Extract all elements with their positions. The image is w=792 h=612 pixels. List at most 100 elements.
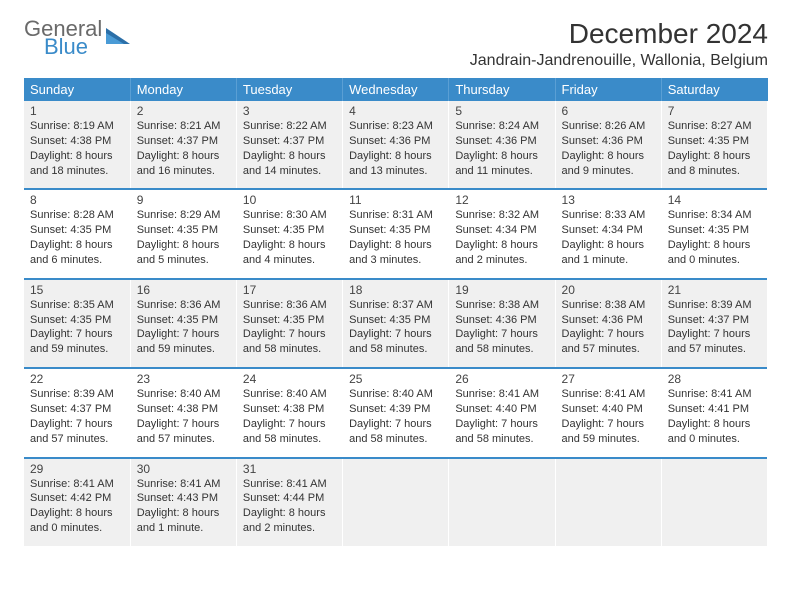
day-info: Sunrise: 8:40 AMSunset: 4:38 PMDaylight:… xyxy=(243,387,336,446)
day-number: 16 xyxy=(137,283,230,297)
day-info: Sunrise: 8:31 AMSunset: 4:35 PMDaylight:… xyxy=(349,208,442,267)
calendar-day-cell xyxy=(343,459,449,546)
calendar-day-cell: 20Sunrise: 8:38 AMSunset: 4:36 PMDayligh… xyxy=(555,280,661,367)
day-number: 5 xyxy=(455,104,548,118)
day-info: Sunrise: 8:41 AMSunset: 4:43 PMDaylight:… xyxy=(137,477,230,536)
day-info: Sunrise: 8:23 AMSunset: 4:36 PMDaylight:… xyxy=(349,119,442,178)
calendar-day-cell: 31Sunrise: 8:41 AMSunset: 4:44 PMDayligh… xyxy=(236,459,342,546)
day-info: Sunrise: 8:34 AMSunset: 4:35 PMDaylight:… xyxy=(668,208,761,267)
calendar-week-row: 15Sunrise: 8:35 AMSunset: 4:35 PMDayligh… xyxy=(24,280,768,367)
day-info: Sunrise: 8:39 AMSunset: 4:37 PMDaylight:… xyxy=(30,387,124,446)
calendar-day-cell xyxy=(661,459,767,546)
day-info: Sunrise: 8:38 AMSunset: 4:36 PMDaylight:… xyxy=(562,298,655,357)
calendar-body: 1Sunrise: 8:19 AMSunset: 4:38 PMDaylight… xyxy=(24,101,768,546)
day-number: 6 xyxy=(562,104,655,118)
calendar-day-cell: 26Sunrise: 8:41 AMSunset: 4:40 PMDayligh… xyxy=(449,369,555,456)
location-subtitle: Jandrain-Jandrenouille, Wallonia, Belgiu… xyxy=(470,52,768,70)
day-info: Sunrise: 8:41 AMSunset: 4:41 PMDaylight:… xyxy=(668,387,761,446)
day-info: Sunrise: 8:41 AMSunset: 4:42 PMDaylight:… xyxy=(30,477,124,536)
day-info: Sunrise: 8:19 AMSunset: 4:38 PMDaylight:… xyxy=(30,119,124,178)
calendar-day-cell: 13Sunrise: 8:33 AMSunset: 4:34 PMDayligh… xyxy=(555,190,661,277)
page-header: General Blue December 2024 Jandrain-Jand… xyxy=(24,18,768,70)
day-number: 27 xyxy=(562,372,655,386)
day-info: Sunrise: 8:30 AMSunset: 4:35 PMDaylight:… xyxy=(243,208,336,267)
day-number: 21 xyxy=(668,283,761,297)
day-number: 14 xyxy=(668,193,761,207)
calendar-day-cell: 2Sunrise: 8:21 AMSunset: 4:37 PMDaylight… xyxy=(130,101,236,188)
day-number: 10 xyxy=(243,193,336,207)
calendar-week-row: 22Sunrise: 8:39 AMSunset: 4:37 PMDayligh… xyxy=(24,369,768,456)
calendar-day-cell: 8Sunrise: 8:28 AMSunset: 4:35 PMDaylight… xyxy=(24,190,130,277)
day-info: Sunrise: 8:28 AMSunset: 4:35 PMDaylight:… xyxy=(30,208,124,267)
month-title: December 2024 xyxy=(470,18,768,50)
calendar-day-cell: 17Sunrise: 8:36 AMSunset: 4:35 PMDayligh… xyxy=(236,280,342,367)
weekday-header: Thursday xyxy=(449,78,555,101)
calendar-day-cell: 3Sunrise: 8:22 AMSunset: 4:37 PMDaylight… xyxy=(236,101,342,188)
calendar-day-cell: 12Sunrise: 8:32 AMSunset: 4:34 PMDayligh… xyxy=(449,190,555,277)
calendar-day-cell xyxy=(449,459,555,546)
calendar-day-cell: 24Sunrise: 8:40 AMSunset: 4:38 PMDayligh… xyxy=(236,369,342,456)
day-info: Sunrise: 8:29 AMSunset: 4:35 PMDaylight:… xyxy=(137,208,230,267)
day-number: 19 xyxy=(455,283,548,297)
calendar-day-cell: 11Sunrise: 8:31 AMSunset: 4:35 PMDayligh… xyxy=(343,190,449,277)
day-info: Sunrise: 8:40 AMSunset: 4:39 PMDaylight:… xyxy=(349,387,442,446)
day-number: 2 xyxy=(137,104,230,118)
day-info: Sunrise: 8:27 AMSunset: 4:35 PMDaylight:… xyxy=(668,119,761,178)
day-number: 31 xyxy=(243,462,336,476)
calendar-day-cell: 1Sunrise: 8:19 AMSunset: 4:38 PMDaylight… xyxy=(24,101,130,188)
day-number: 8 xyxy=(30,193,124,207)
weekday-header-row: Sunday Monday Tuesday Wednesday Thursday… xyxy=(24,78,768,101)
day-number: 22 xyxy=(30,372,124,386)
calendar-week-row: 1Sunrise: 8:19 AMSunset: 4:38 PMDaylight… xyxy=(24,101,768,188)
calendar-day-cell: 6Sunrise: 8:26 AMSunset: 4:36 PMDaylight… xyxy=(555,101,661,188)
day-number: 3 xyxy=(243,104,336,118)
day-number: 23 xyxy=(137,372,230,386)
day-info: Sunrise: 8:35 AMSunset: 4:35 PMDaylight:… xyxy=(30,298,124,357)
calendar-week-row: 29Sunrise: 8:41 AMSunset: 4:42 PMDayligh… xyxy=(24,459,768,546)
brand-flag-icon xyxy=(106,24,132,51)
calendar-day-cell: 16Sunrise: 8:36 AMSunset: 4:35 PMDayligh… xyxy=(130,280,236,367)
day-number: 26 xyxy=(455,372,548,386)
weekday-header: Tuesday xyxy=(236,78,342,101)
day-number: 28 xyxy=(668,372,761,386)
day-info: Sunrise: 8:36 AMSunset: 4:35 PMDaylight:… xyxy=(243,298,336,357)
day-number: 12 xyxy=(455,193,548,207)
brand-logo: General Blue xyxy=(24,18,132,58)
day-info: Sunrise: 8:41 AMSunset: 4:40 PMDaylight:… xyxy=(455,387,548,446)
calendar-day-cell: 29Sunrise: 8:41 AMSunset: 4:42 PMDayligh… xyxy=(24,459,130,546)
day-number: 4 xyxy=(349,104,442,118)
day-info: Sunrise: 8:32 AMSunset: 4:34 PMDaylight:… xyxy=(455,208,548,267)
day-number: 17 xyxy=(243,283,336,297)
weekday-header: Wednesday xyxy=(343,78,449,101)
day-number: 25 xyxy=(349,372,442,386)
day-info: Sunrise: 8:38 AMSunset: 4:36 PMDaylight:… xyxy=(455,298,548,357)
day-info: Sunrise: 8:22 AMSunset: 4:37 PMDaylight:… xyxy=(243,119,336,178)
day-number: 18 xyxy=(349,283,442,297)
day-info: Sunrise: 8:41 AMSunset: 4:44 PMDaylight:… xyxy=(243,477,336,536)
weekday-header: Sunday xyxy=(24,78,130,101)
day-number: 24 xyxy=(243,372,336,386)
calendar-table: Sunday Monday Tuesday Wednesday Thursday… xyxy=(24,78,768,546)
day-info: Sunrise: 8:36 AMSunset: 4:35 PMDaylight:… xyxy=(137,298,230,357)
calendar-day-cell: 27Sunrise: 8:41 AMSunset: 4:40 PMDayligh… xyxy=(555,369,661,456)
calendar-day-cell: 21Sunrise: 8:39 AMSunset: 4:37 PMDayligh… xyxy=(661,280,767,367)
day-info: Sunrise: 8:24 AMSunset: 4:36 PMDaylight:… xyxy=(455,119,548,178)
calendar-day-cell: 4Sunrise: 8:23 AMSunset: 4:36 PMDaylight… xyxy=(343,101,449,188)
calendar-day-cell: 14Sunrise: 8:34 AMSunset: 4:35 PMDayligh… xyxy=(661,190,767,277)
calendar-day-cell: 22Sunrise: 8:39 AMSunset: 4:37 PMDayligh… xyxy=(24,369,130,456)
day-number: 15 xyxy=(30,283,124,297)
day-number: 30 xyxy=(137,462,230,476)
calendar-day-cell: 28Sunrise: 8:41 AMSunset: 4:41 PMDayligh… xyxy=(661,369,767,456)
day-info: Sunrise: 8:40 AMSunset: 4:38 PMDaylight:… xyxy=(137,387,230,446)
weekday-header: Saturday xyxy=(661,78,767,101)
calendar-day-cell xyxy=(555,459,661,546)
day-number: 1 xyxy=(30,104,124,118)
day-info: Sunrise: 8:37 AMSunset: 4:35 PMDaylight:… xyxy=(349,298,442,357)
calendar-week-row: 8Sunrise: 8:28 AMSunset: 4:35 PMDaylight… xyxy=(24,190,768,277)
calendar-day-cell: 23Sunrise: 8:40 AMSunset: 4:38 PMDayligh… xyxy=(130,369,236,456)
title-block: December 2024 Jandrain-Jandrenouille, Wa… xyxy=(470,18,768,70)
day-number: 7 xyxy=(668,104,761,118)
day-number: 9 xyxy=(137,193,230,207)
day-number: 11 xyxy=(349,193,442,207)
day-info: Sunrise: 8:21 AMSunset: 4:37 PMDaylight:… xyxy=(137,119,230,178)
